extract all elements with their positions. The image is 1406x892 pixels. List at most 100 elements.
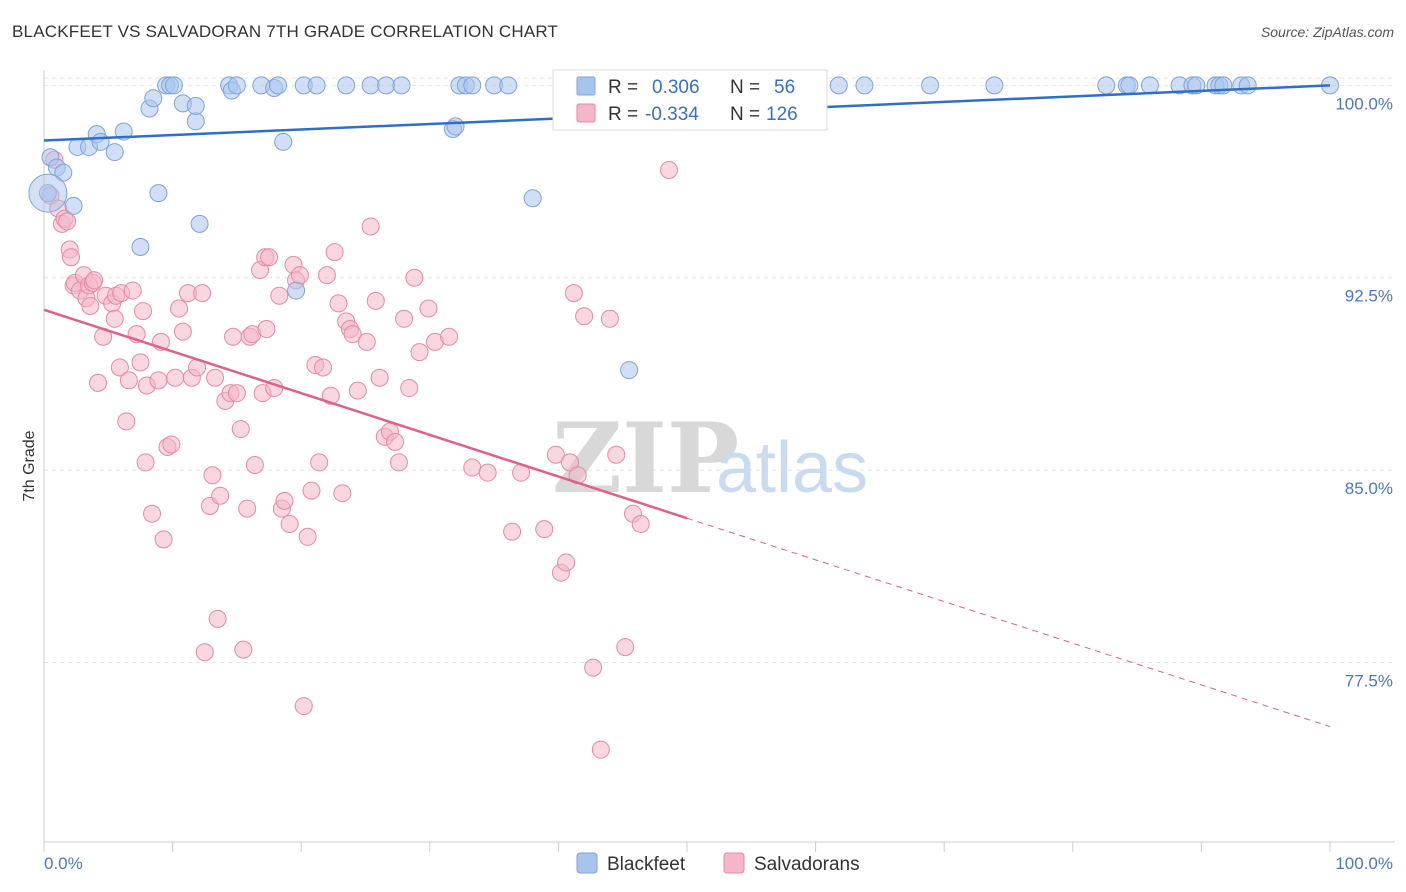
salvadorans-point (203, 466, 222, 485)
blackfeet-point (144, 89, 163, 108)
salvadorans-point (123, 281, 142, 300)
salvadorans-point (348, 381, 367, 400)
salvadorans-point (162, 435, 181, 454)
salvadorans-point (361, 217, 380, 236)
salvadorans-point (395, 309, 414, 328)
salvadorans-point (58, 212, 77, 231)
salvadorans-point (245, 455, 264, 474)
salvadorans-trend-line (43, 308, 688, 520)
blackfeet-point (287, 281, 306, 300)
salvadorans-point (119, 371, 138, 390)
blackfeet-point (186, 96, 205, 115)
stats-legend-box (552, 69, 828, 131)
salvadorans-point (317, 266, 336, 285)
blackfeet-point (1238, 76, 1257, 95)
salvadorans-point (195, 643, 214, 662)
salvadorans-point (166, 368, 185, 387)
blackfeet-point (105, 143, 124, 162)
salvadorans-point (270, 286, 289, 305)
blackfeet-point (131, 237, 150, 256)
blackfeet-point (186, 112, 205, 131)
salvadorans-point (389, 453, 408, 472)
salvadorans-point (357, 332, 376, 351)
salvadorans-point (211, 486, 230, 505)
salvadorans-point (503, 522, 522, 541)
legend-blackfeet-swatch (576, 852, 598, 874)
salvadorans-point (154, 530, 173, 549)
blackfeet-point (164, 76, 183, 95)
salvadorans-point (105, 309, 124, 328)
blackfeet-point (64, 196, 83, 215)
blackfeet-n-label: N = (730, 77, 760, 98)
salvadorans-point (557, 553, 576, 572)
chart-title: BLACKFEET VS SALVADORAN 7TH GRADE CORREL… (12, 22, 559, 41)
legend-salvadorans-swatch (723, 852, 745, 874)
blackfeet-point (1140, 76, 1159, 95)
salvadorans-point (440, 327, 459, 346)
blackfeet-point (227, 76, 246, 95)
salvadorans-point (463, 458, 482, 477)
y-tick-label: 77.5% (1345, 671, 1393, 690)
salvadorans-point (117, 412, 136, 431)
watermark: ZIP atlas (552, 402, 868, 515)
salvadorans-point (386, 432, 405, 451)
salvadorans-point (224, 327, 243, 346)
blackfeet-point (1120, 76, 1139, 95)
blackfeet-swatch (576, 76, 596, 96)
salvadorans-point (546, 445, 565, 464)
salvadorans-point (302, 481, 321, 500)
salvadorans-point (343, 325, 362, 344)
y-tick-label: 100.0% (1335, 94, 1393, 113)
blackfeet-point (149, 184, 168, 203)
blackfeet-point (190, 214, 209, 233)
blackfeet-point (620, 361, 639, 380)
salvadorans-point (366, 291, 385, 310)
salvadorans-point (294, 697, 313, 716)
gridlines (44, 77, 1395, 663)
y-tick-label: 85.0% (1345, 479, 1393, 498)
salvadorans-point (321, 386, 340, 405)
salvadorans-point (257, 320, 276, 339)
salvadorans-point (231, 420, 250, 439)
salvadorans-point (310, 453, 329, 472)
salvadorans-point (607, 445, 626, 464)
salvadorans-point (329, 294, 348, 313)
salvadorans-trend-extension (686, 517, 1331, 728)
salvadorans-point (290, 266, 309, 285)
blackfeet-point (392, 76, 411, 95)
salvadorans-point (591, 740, 610, 759)
salvadorans-point (280, 514, 299, 533)
x-tick-label-max: 100.0% (1335, 854, 1393, 873)
source-label: Source: ZipAtlas.com (1260, 24, 1394, 40)
blackfeet-point (337, 76, 356, 95)
x-tick-label-min: 0.0% (44, 854, 83, 873)
salvadorans-point (234, 640, 253, 659)
y-tick-labels: 100.0% 92.5% 85.0% 77.5% (1335, 94, 1393, 690)
salvadorans-swatch (576, 103, 596, 123)
blackfeet-point (921, 76, 940, 95)
blackfeet-point (446, 117, 465, 136)
blackfeet-point (274, 132, 293, 151)
salvadorans-point (419, 299, 438, 318)
blackfeet-point (1097, 76, 1116, 95)
salvadorans-n-label: N = (730, 104, 760, 125)
blackfeet-point (463, 76, 482, 95)
salvadorans-point (575, 307, 594, 326)
salvadorans-r-value: -0.334 (645, 104, 699, 125)
salvadorans-point (134, 302, 153, 321)
salvadorans-point (631, 514, 650, 533)
blackfeet-point (855, 76, 874, 95)
salvadorans-point (143, 504, 162, 523)
blackfeet-r-value: 0.306 (652, 77, 700, 98)
y-axis-title: 7th Grade (21, 430, 38, 501)
salvadorans-point (206, 368, 225, 387)
blackfeet-point (523, 189, 542, 208)
blackfeet-point (985, 76, 1004, 95)
stats-legend: R = 0.306 N = 56 R = -0.334 N = 126 (552, 69, 828, 131)
salvadorans-point (85, 271, 104, 290)
salvadorans-point (584, 658, 603, 677)
salvadorans-point (149, 371, 168, 390)
salvadorans-point (333, 484, 352, 503)
salvadorans-point (110, 358, 129, 377)
